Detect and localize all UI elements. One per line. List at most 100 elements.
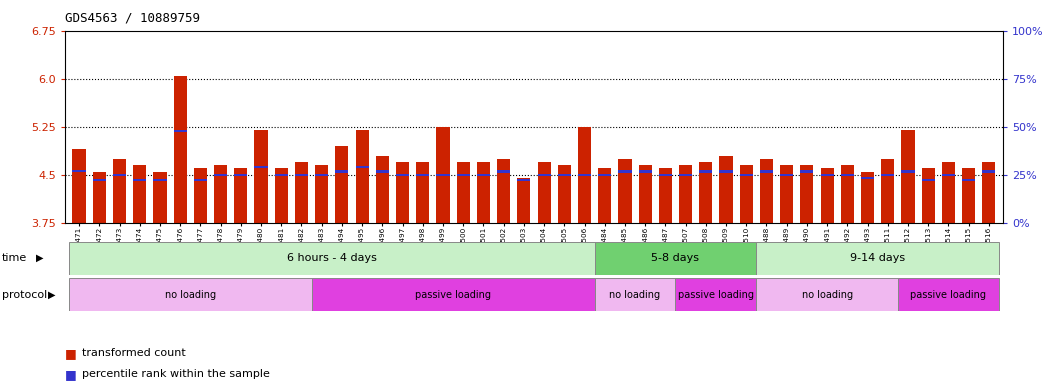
Bar <box>760 170 773 173</box>
Bar <box>675 278 756 311</box>
Bar <box>133 165 147 223</box>
Bar <box>93 172 106 223</box>
Bar <box>312 278 595 311</box>
Bar <box>376 170 388 173</box>
Text: GDS4563 / 10889759: GDS4563 / 10889759 <box>65 12 200 25</box>
Bar <box>72 149 86 223</box>
Bar <box>194 168 207 223</box>
Bar <box>396 174 409 176</box>
Bar <box>235 168 247 223</box>
Bar <box>739 174 753 176</box>
Bar <box>537 174 551 176</box>
Bar <box>962 168 975 223</box>
Text: time: time <box>2 253 27 263</box>
Text: 6 hours - 4 days: 6 hours - 4 days <box>287 253 377 263</box>
Bar <box>456 162 470 223</box>
Bar <box>680 174 692 176</box>
Bar <box>335 146 349 223</box>
Bar <box>756 242 999 275</box>
Bar <box>113 159 126 223</box>
Bar <box>174 130 186 132</box>
Text: ■: ■ <box>65 347 76 360</box>
Bar <box>659 168 672 223</box>
Bar <box>456 174 470 176</box>
Bar <box>558 165 571 223</box>
Bar <box>659 174 672 176</box>
Bar <box>962 179 975 181</box>
Bar <box>133 179 147 181</box>
Bar <box>497 159 510 223</box>
Bar <box>821 168 833 223</box>
Text: 5-8 days: 5-8 days <box>651 253 699 263</box>
Bar <box>942 174 955 176</box>
Bar <box>982 170 996 173</box>
Text: transformed count: transformed count <box>82 348 185 358</box>
Text: protocol: protocol <box>2 290 47 300</box>
Bar <box>699 162 712 223</box>
Bar <box>756 278 898 311</box>
Bar <box>153 172 166 223</box>
Bar <box>235 174 247 176</box>
Bar <box>780 165 794 223</box>
Bar <box>295 174 308 176</box>
Bar <box>800 170 814 173</box>
Bar <box>153 179 166 181</box>
Bar <box>719 156 733 223</box>
Bar <box>800 165 814 223</box>
Bar <box>417 162 429 223</box>
Bar <box>274 168 288 223</box>
Bar <box>739 165 753 223</box>
Bar <box>417 174 429 176</box>
Bar <box>921 168 935 223</box>
Text: ■: ■ <box>65 368 76 381</box>
Text: passive loading: passive loading <box>677 290 754 300</box>
Bar <box>882 174 894 176</box>
Bar <box>476 162 490 223</box>
Bar <box>517 178 531 223</box>
Bar <box>821 174 833 176</box>
Text: no loading: no loading <box>164 290 216 300</box>
Bar <box>476 174 490 176</box>
Bar <box>578 174 592 176</box>
Bar <box>639 165 651 223</box>
Bar <box>841 174 854 176</box>
Bar <box>619 159 631 223</box>
Bar <box>595 242 756 275</box>
Bar <box>295 162 308 223</box>
Text: 9-14 days: 9-14 days <box>850 253 906 263</box>
Bar <box>497 170 510 173</box>
Text: passive loading: passive loading <box>911 290 986 300</box>
Bar <box>558 174 571 176</box>
Bar <box>537 162 551 223</box>
Bar <box>254 166 268 168</box>
Bar <box>699 170 712 173</box>
Bar <box>274 174 288 176</box>
Bar <box>214 165 227 223</box>
Bar <box>898 278 999 311</box>
Bar <box>598 168 611 223</box>
Bar <box>901 170 915 173</box>
Bar <box>69 242 595 275</box>
Bar <box>861 172 874 223</box>
Bar <box>315 174 329 176</box>
Bar <box>861 177 874 179</box>
Bar <box>214 174 227 176</box>
Bar <box>719 170 733 173</box>
Text: ▶: ▶ <box>48 290 55 300</box>
Bar <box>174 76 186 223</box>
Bar <box>437 127 449 223</box>
Bar <box>639 170 651 173</box>
Bar <box>396 162 409 223</box>
Text: percentile rank within the sample: percentile rank within the sample <box>82 369 269 379</box>
Text: no loading: no loading <box>802 290 852 300</box>
Text: ▶: ▶ <box>36 253 43 263</box>
Bar <box>335 170 349 173</box>
Bar <box>93 179 106 181</box>
Bar <box>113 174 126 176</box>
Bar <box>356 166 369 168</box>
Bar <box>619 170 631 173</box>
Text: passive loading: passive loading <box>415 290 491 300</box>
Bar <box>595 278 675 311</box>
Bar <box>69 278 312 311</box>
Bar <box>760 159 773 223</box>
